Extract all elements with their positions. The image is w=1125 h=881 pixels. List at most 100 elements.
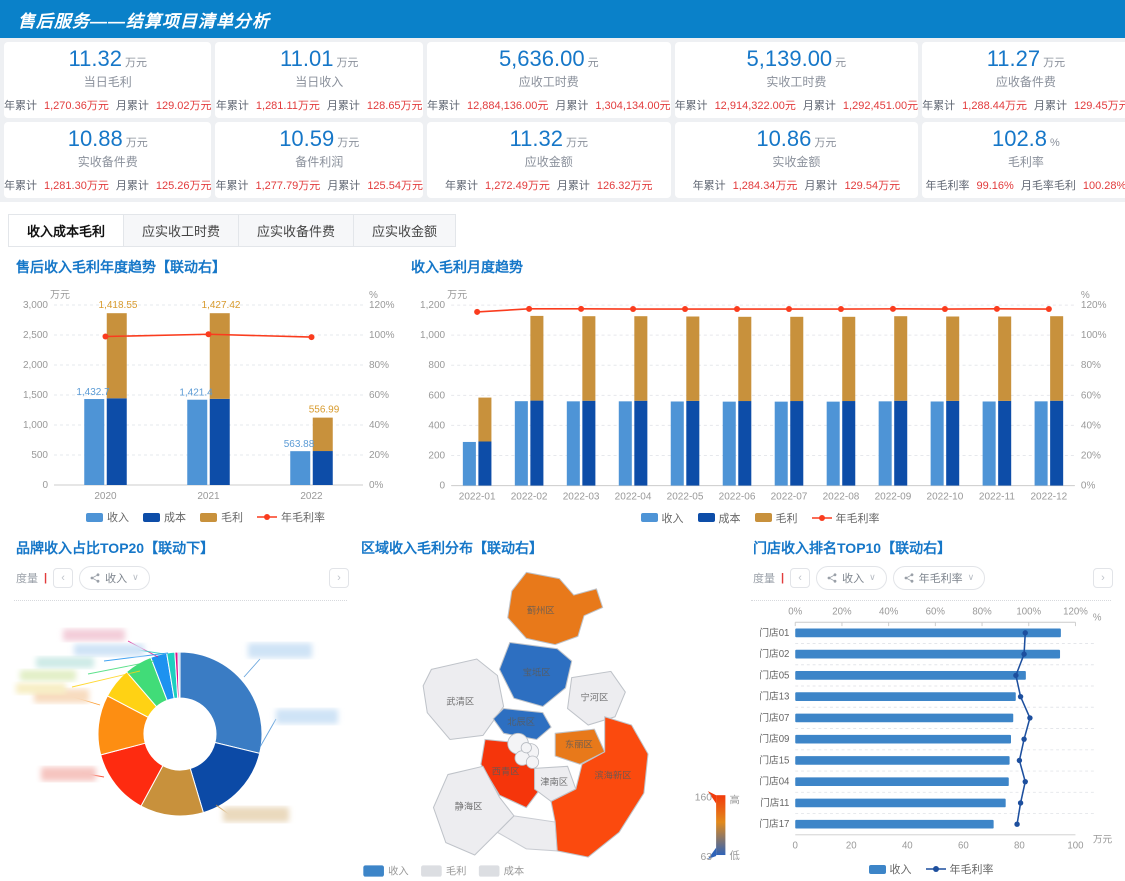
tab-应实收备件费[interactable]: 应实收备件费 (239, 214, 355, 246)
legend-item-收入: 收入 (640, 510, 684, 526)
legend-chip (143, 512, 160, 522)
svg-text:63: 63 (701, 852, 713, 863)
svg-text:0: 0 (440, 481, 446, 492)
map-region-蓟州区 (507, 571, 604, 645)
svg-text:0: 0 (793, 840, 798, 851)
svg-text:40%: 40% (369, 420, 389, 431)
svg-text:40: 40 (902, 840, 913, 851)
kpi-value-row: 5,636.00 元 (498, 45, 599, 71)
chevron-down-icon: ∨ (967, 572, 975, 583)
region-map-chart[interactable]: 蓟州区 宝坻区 武清区 宁河区 北辰区 东丽区 西青区 津南区 滨海新区 静海区 160 63 高低收入… (353, 560, 745, 881)
svg-text:100%: 100% (1081, 330, 1107, 341)
svg-text:100%: 100% (1016, 606, 1041, 617)
chevron-right-button[interactable]: › (329, 567, 349, 588)
kpi-value-row: 10.86 万元 (756, 125, 836, 151)
legend-label: 年毛利率 (949, 864, 994, 877)
svg-text:160: 160 (695, 792, 712, 803)
kpi-value-row: 5,139.00 元 (747, 47, 847, 71)
measure-pill-收入[interactable]: 收入 ∨ (79, 565, 150, 590)
kpi-stats: 年累计 12,884,136.00元 月累计 1,304,134.00元 (427, 97, 671, 113)
kpi-value: 5,636.00 (498, 45, 585, 71)
legend-label: 成本 (718, 512, 741, 525)
kpi-stat-value: 100.28% (1082, 179, 1125, 192)
measure-pill-收入[interactable]: 收入 ∨ (816, 565, 887, 590)
kpi-stat-value: 1,272.49万元 (485, 179, 550, 192)
tab-应实收工时费[interactable]: 应实收工时费 (124, 214, 240, 246)
svg-text:2022-08: 2022-08 (823, 492, 860, 503)
chevron-left-button[interactable]: ‹ (53, 567, 74, 588)
svg-text:门店05: 门店05 (759, 669, 789, 681)
kpi-stats: 年累计 1,272.49万元 月累计 126.32万元 (445, 177, 652, 193)
svg-text:60: 60 (958, 840, 969, 851)
svg-text:2020: 2020 (94, 491, 117, 502)
svg-text:1,427.42: 1,427.42 (202, 300, 241, 311)
tab-应实收金额[interactable]: 应实收金额 (354, 214, 457, 246)
svg-text:北辰区: 北辰区 (507, 717, 535, 727)
kpi-value-row: 10.88 万元 (68, 127, 148, 151)
svg-text:400: 400 (428, 420, 445, 431)
chevron-left-button[interactable]: ‹ (790, 567, 811, 588)
svg-text:40%: 40% (879, 606, 899, 617)
svg-text:2022-03: 2022-03 (563, 492, 600, 503)
monthly-trend-chart[interactable]: 0 0% 200 20% 400 40% 600 60% 800 80% 1,000 100% 1,20… (403, 279, 1117, 512)
kpi-stat-value: 1,304,134.00元 (595, 99, 671, 112)
chevron-right-button[interactable]: › (1093, 567, 1113, 588)
kpi-stat-label: 年毛利率 (925, 179, 970, 192)
chevron-down-icon: ∨ (869, 572, 876, 583)
kpi-value: 102.8 (991, 125, 1048, 151)
panel-yearly-trend: 售后收入毛利年度趋势【联动右】 0 0% 500 20% 1,000 40% 1,500 60… (8, 249, 403, 526)
brand-share-title: 品牌收入占比TOP20【联动下】 (16, 539, 215, 556)
kpi-card: 5,139.00 元实收工时费 年累计 12,914,322.00元 月累计 1,292,… (674, 42, 919, 118)
kpi-label: 毛利率 (1007, 154, 1044, 169)
measure-pill-年毛利率[interactable]: 年毛利率 ∨ (892, 565, 986, 590)
panel-monthly-trend: 收入毛利月度趋势 0 0% 200 20% 400 40% 600 60% 800 80% 1,00… (403, 249, 1117, 526)
svg-text:门店11: 门店11 (760, 796, 789, 808)
chevron-down-icon: ∨ (132, 572, 139, 583)
monthly-trend-legend: 收入 成本 毛利 年毛利率 (403, 510, 1117, 526)
svg-text:西青区: 西青区 (492, 765, 520, 776)
kpi-stat-value: 129.45万元 (1073, 99, 1125, 112)
legend-label: 收入 (661, 512, 684, 525)
kpi-card: 11.27 万元 应收备件费 年累计 1,288.44万元 月累计 129.45万元 (922, 42, 1125, 118)
svg-text:800: 800 (428, 360, 445, 371)
svg-text:0%: 0% (788, 606, 802, 617)
kpi-value: 10.86 (756, 125, 812, 151)
svg-text:万元: 万元 (50, 290, 70, 301)
svg-text:120%: 120% (369, 300, 395, 311)
brand-share-donut-chart[interactable] (8, 601, 353, 863)
kpi-stat-label: 月累计 (327, 179, 361, 192)
svg-text:120%: 120% (1063, 606, 1088, 617)
kpi-stat-value: 1,288.44万元 (962, 99, 1027, 112)
kpi-stat-value: 1,292,451.00元 (842, 99, 919, 112)
svg-text:1,000: 1,000 (420, 330, 445, 341)
kpi-value: 11.01 (280, 45, 334, 71)
svg-text:2022-01: 2022-01 (459, 492, 496, 503)
kpi-unit: 元 (835, 56, 847, 69)
kpi-stat-value: 1,270.36万元 (44, 99, 109, 112)
kpi-stat-value: 125.54万元 (367, 179, 423, 192)
divider (14, 599, 347, 601)
measure-pill-label: 收入 (105, 572, 128, 585)
kpi-stat-label: 年累计 (692, 179, 726, 192)
kpi-card: 102.8% 毛利率 年毛利率 99.16% 月毛率毛利 100.28% (922, 122, 1125, 198)
measure-divider: | (781, 571, 785, 584)
legend-item-年毛利率: 年毛利率 (257, 509, 325, 525)
svg-text:滨海新区: 滨海新区 (594, 769, 631, 780)
page-title: 售后服务——结算项目清单分析 (18, 11, 270, 31)
store-rank-chart[interactable]: 0% 20% 40% 60% 80% 100% 120%% 门店01 门店02 门店05 门店13 门… (745, 601, 1117, 864)
kpi-label: 当日毛利 (83, 74, 132, 89)
kpi-stat-value: 1,277.79万元 (255, 179, 321, 192)
kpi-value: 11.32 (68, 45, 122, 71)
kpi-label: 当日收入 (295, 74, 344, 89)
kpi-stat-label: 年累计 (215, 179, 249, 192)
kpi-value-row: 10.59 万元 (279, 127, 359, 151)
kpi-unit: 万元 (124, 56, 147, 69)
tab-收入成本毛利[interactable]: 收入成本毛利 (8, 214, 125, 246)
legend-line-icon (811, 514, 832, 521)
share-icon (904, 573, 914, 583)
kpi-stats: 年累计 1,270.36万元 月累计 129.02万元 (4, 97, 211, 113)
store-measure-controls: 度量 | ‹ 收入 ∨ 年毛利率 ∨ › (745, 560, 1117, 592)
region-map-title: 区域收入毛利分布【联动右】 (361, 539, 543, 556)
yearly-trend-chart[interactable]: 0 0% 500 20% 1,000 40% 1,500 60% 2,000 80% 2,500 10… (8, 279, 403, 511)
legend-label: 年毛利率 (835, 512, 880, 525)
